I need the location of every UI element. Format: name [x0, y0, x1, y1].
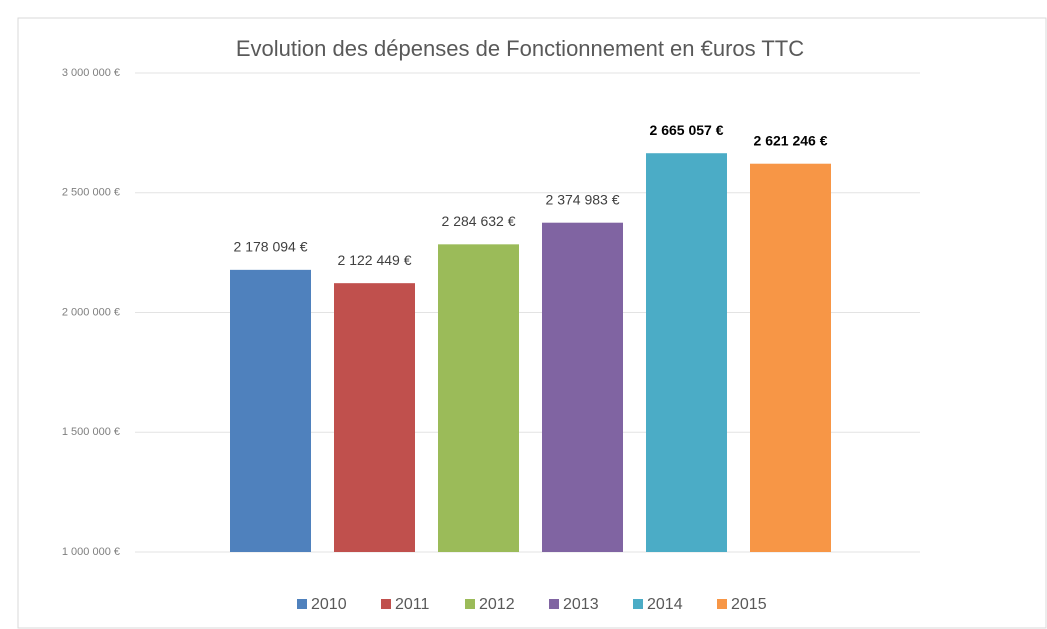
legend-swatch: [549, 599, 559, 609]
y-tick-label: 1 500 000 €: [62, 426, 120, 438]
bar: [334, 283, 415, 552]
data-label: 2 178 094 €: [234, 239, 308, 255]
legend-swatch: [633, 599, 643, 609]
data-label: 2 665 057 €: [650, 122, 724, 138]
data-label: 2 621 246 €: [754, 132, 828, 148]
bar: [750, 163, 831, 552]
y-tick-label: 1 000 000 €: [62, 546, 120, 558]
legend-label: 2011: [395, 596, 430, 613]
bar: [542, 222, 623, 552]
bar: [646, 153, 727, 552]
legend-label: 2015: [731, 596, 767, 613]
chart-title: Evolution des dépenses de Fonctionnement…: [236, 36, 804, 61]
data-label: 2 284 632 €: [442, 213, 516, 229]
legend-swatch: [717, 599, 727, 609]
legend-label: 2012: [479, 596, 515, 613]
legend-swatch: [297, 599, 307, 609]
data-label: 2 374 983 €: [546, 191, 620, 207]
legend-label: 2014: [647, 596, 683, 613]
chart-border: [17, 17, 1047, 629]
y-tick-label: 2 500 000 €: [62, 187, 120, 199]
bar: [438, 244, 519, 553]
bar: [230, 269, 311, 552]
legend-swatch: [381, 599, 391, 609]
legend-label: 2010: [311, 596, 347, 613]
legend-swatch: [465, 599, 475, 609]
legend-label: 2013: [563, 596, 599, 613]
y-tick-label: 3 000 000 €: [62, 67, 120, 79]
y-tick-label: 2 000 000 €: [62, 306, 120, 318]
data-label: 2 122 449 €: [338, 252, 412, 268]
